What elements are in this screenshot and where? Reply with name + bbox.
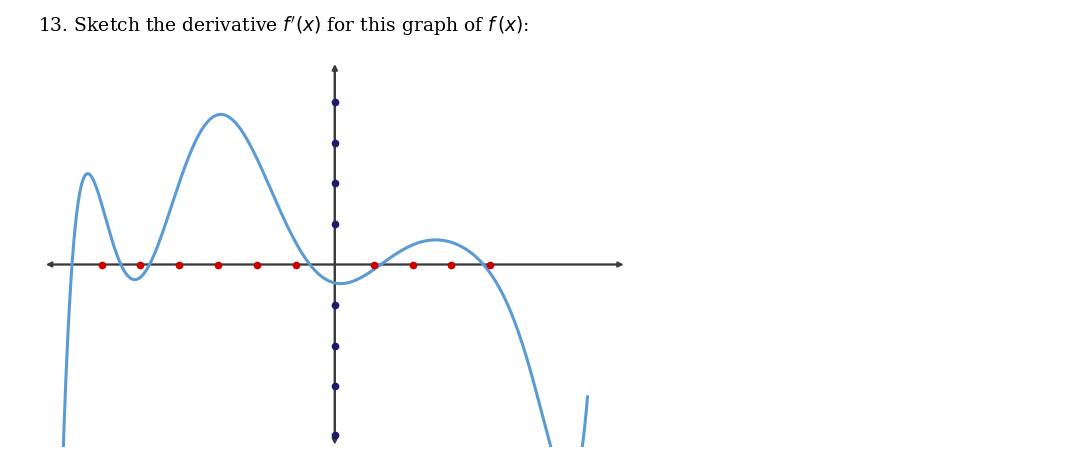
Text: 13. Sketch the derivative $f'(x)$ for this graph of $f\,(x)$:: 13. Sketch the derivative $f'(x)$ for th… — [38, 14, 529, 38]
